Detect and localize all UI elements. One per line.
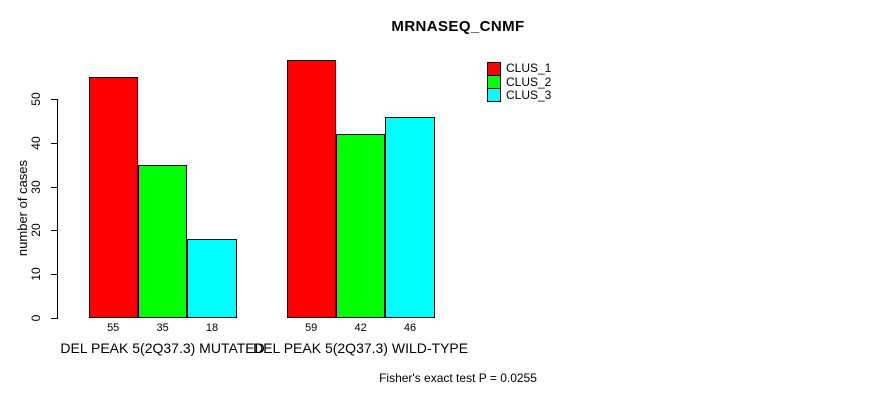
bar-value-label: 46 xyxy=(403,322,417,334)
y-axis-tick xyxy=(51,142,57,144)
bar-clus_2-group1 xyxy=(137,164,188,318)
legend-label: CLUS_3 xyxy=(506,87,552,102)
bar-value-label: 35 xyxy=(156,322,169,334)
y-axis-tick-label: 40 xyxy=(29,136,43,150)
legend-item-clus_3: CLUS_3 xyxy=(487,87,552,103)
bar-value-label: 55 xyxy=(107,322,120,334)
legend: CLUS_1 CLUS_2 CLUS_3 xyxy=(487,61,552,103)
y-axis-tick-label: 50 xyxy=(29,92,43,106)
legend-swatch-icon xyxy=(487,75,501,90)
group-label: DEL PEAK 5(2Q37.3) WILD-TYPE xyxy=(253,340,469,356)
y-axis-tick-label: 10 xyxy=(29,267,43,281)
legend-swatch-icon xyxy=(487,88,501,103)
bar-clus_3-group2 xyxy=(385,116,435,318)
y-axis-tick-label: 20 xyxy=(29,223,43,238)
legend-item-clus_1: CLUS_1 xyxy=(487,61,552,76)
y-axis-tick xyxy=(51,186,57,188)
fisher-test-annotation: Fisher's exact test P = 0.0255 xyxy=(379,371,537,385)
y-axis-tick xyxy=(51,274,57,276)
bar-clus_1-group2 xyxy=(286,59,336,318)
legend-swatch-icon xyxy=(487,61,501,76)
legend-label: CLUS_2 xyxy=(506,74,552,89)
bar-value-label: 18 xyxy=(205,322,219,334)
group-label: DEL PEAK 5(2Q37.3) MUTATED xyxy=(60,340,265,356)
bar-value-label: 42 xyxy=(354,322,367,334)
chart-title: MRNASEQ_CNMF xyxy=(391,18,525,35)
legend-item-clus_2: CLUS_2 xyxy=(487,74,552,90)
y-axis-tick xyxy=(51,230,57,232)
y-axis-line xyxy=(57,99,58,319)
y-axis-tick xyxy=(51,318,57,319)
bar-clus_2-group2 xyxy=(335,134,386,318)
bar-value-label: 59 xyxy=(305,322,318,334)
y-axis-tick-label: 0 xyxy=(29,314,43,322)
bar-clus_1-group1 xyxy=(88,77,138,318)
y-axis-tick xyxy=(51,99,57,100)
legend-label: CLUS_1 xyxy=(506,61,552,76)
bar-clus_3-group1 xyxy=(187,239,237,318)
y-axis-tick-label: 30 xyxy=(29,179,43,194)
